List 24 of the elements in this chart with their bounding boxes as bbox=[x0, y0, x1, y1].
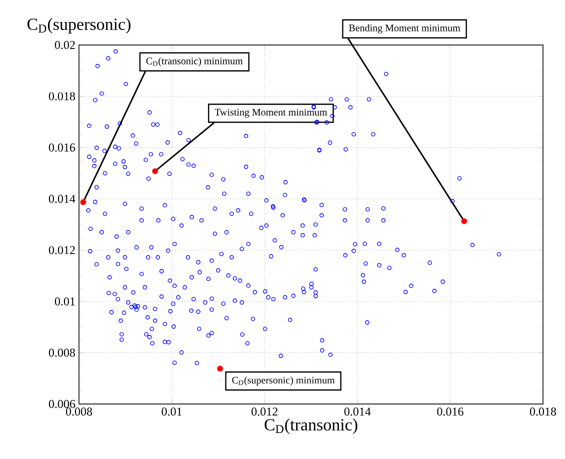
annotation: Twisting Moment minimum bbox=[214, 108, 328, 118]
y-tick-label: 0.014 bbox=[48, 194, 76, 203]
y-tick-label: 0.008 bbox=[48, 348, 76, 357]
y-tick-label: 0.018 bbox=[48, 92, 76, 100]
point bbox=[217, 366, 224, 372]
x-tick-label: 0.008 bbox=[66, 408, 92, 416]
x-tick-label: 0.016 bbox=[437, 408, 464, 416]
annotation: Bending Moment minimum bbox=[348, 24, 460, 34]
annotation: C$_{D}$(transonic) minimum bbox=[146, 57, 243, 66]
y-axis-title: C$_{D}$(supersonic) bbox=[27, 18, 130, 34]
y-tick-label: 0.01 bbox=[54, 297, 75, 306]
x-tick-label: 0.014 bbox=[344, 408, 371, 416]
x-tick-label: 0.01 bbox=[162, 408, 182, 416]
annotation: C$_{D}$(supersonic) minimum bbox=[232, 376, 335, 386]
x-tick-label: 0.018 bbox=[530, 408, 556, 416]
y-tick-label: 0.016 bbox=[48, 143, 76, 152]
y-tick-label: 0.012 bbox=[48, 246, 75, 254]
y-tick-label: 0.02 bbox=[54, 40, 75, 50]
point bbox=[80, 199, 86, 206]
y-tick-label: 0.006 bbox=[48, 400, 76, 408]
point bbox=[152, 168, 158, 174]
point bbox=[461, 218, 468, 224]
x-tick-label: 0.012 bbox=[252, 408, 278, 416]
x-axis-title: C$_{D}$(transonic) bbox=[264, 418, 358, 434]
